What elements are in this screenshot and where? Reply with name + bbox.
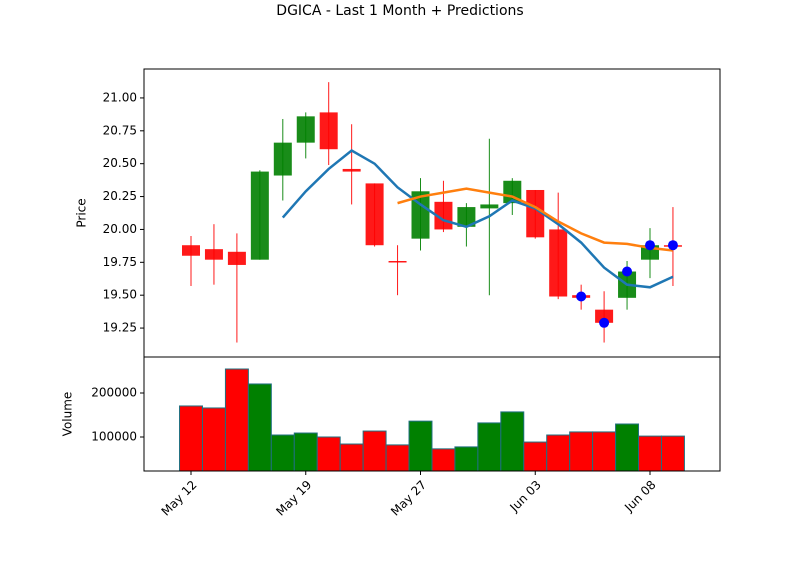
prediction-point [645, 240, 655, 251]
y-tick-label: 20.25 [103, 189, 137, 203]
y-tick-label: 21.00 [103, 90, 137, 104]
chart-title: DGICA - Last 1 Month + Predictions [276, 3, 523, 19]
candle-body [250, 171, 269, 260]
candle-body [480, 204, 499, 209]
volume-bar [477, 422, 502, 472]
volume-bar [224, 368, 249, 472]
volume-bar [247, 383, 272, 472]
volume-bar [179, 405, 203, 472]
y-axis-label: Volume [61, 392, 75, 437]
plot-frame [143, 356, 721, 472]
y-tick-label: 19.25 [103, 321, 137, 335]
volume-bar [431, 448, 456, 472]
candle-body [227, 251, 246, 265]
x-tick-label: Jun 08 [621, 478, 658, 515]
volume-bar [316, 436, 341, 472]
candle-body [595, 309, 614, 323]
y-tick-label: 200000 [91, 385, 137, 399]
volume-bar [523, 441, 548, 472]
x-tick-label: May 19 [273, 478, 314, 519]
y-axis-label: Price [75, 198, 89, 227]
volume-bar [500, 411, 525, 472]
volume-bar [270, 434, 295, 472]
y-tick-label: 20.50 [103, 156, 137, 170]
moving-average-line [397, 187, 674, 252]
candle-body [457, 207, 476, 227]
volume-bar [362, 430, 387, 472]
x-tick-label: May 27 [388, 478, 429, 519]
candle-body [204, 249, 223, 260]
volume-bar [660, 435, 685, 472]
moving-average-line [281, 149, 674, 289]
candle-body [388, 261, 407, 263]
y-tick-label: 20.75 [103, 123, 137, 137]
volume-bar [408, 420, 433, 472]
volume-bar [339, 443, 364, 472]
prediction-point [576, 291, 587, 302]
volume-bar [385, 444, 410, 472]
candle-body [365, 183, 384, 246]
y-tick-label: 100000 [91, 429, 137, 443]
prediction-point [599, 317, 610, 328]
volume-bar [546, 434, 571, 472]
y-tick-label: 20.00 [103, 222, 137, 236]
volume-bar [615, 423, 640, 472]
y-tick-label: 19.75 [103, 255, 137, 269]
volume-bar [638, 435, 662, 472]
candle-body [526, 189, 545, 238]
x-tick-label: May 12 [159, 478, 200, 519]
y-tick-label: 19.50 [103, 288, 137, 302]
volume-bar [201, 407, 226, 472]
volume-bar [293, 432, 318, 472]
prediction-point [622, 266, 633, 277]
candle-body [273, 142, 292, 176]
x-tick-label: Jun 03 [506, 478, 543, 515]
prediction-point [667, 240, 678, 251]
candle-body [549, 229, 568, 297]
volume-bar [454, 446, 479, 472]
candle-body [342, 168, 361, 172]
volume-bar [592, 431, 617, 472]
candle-body [319, 112, 338, 150]
volume-bar [569, 431, 594, 472]
candle-body [296, 116, 315, 143]
candle-body [411, 191, 430, 239]
candle-body [182, 245, 200, 256]
